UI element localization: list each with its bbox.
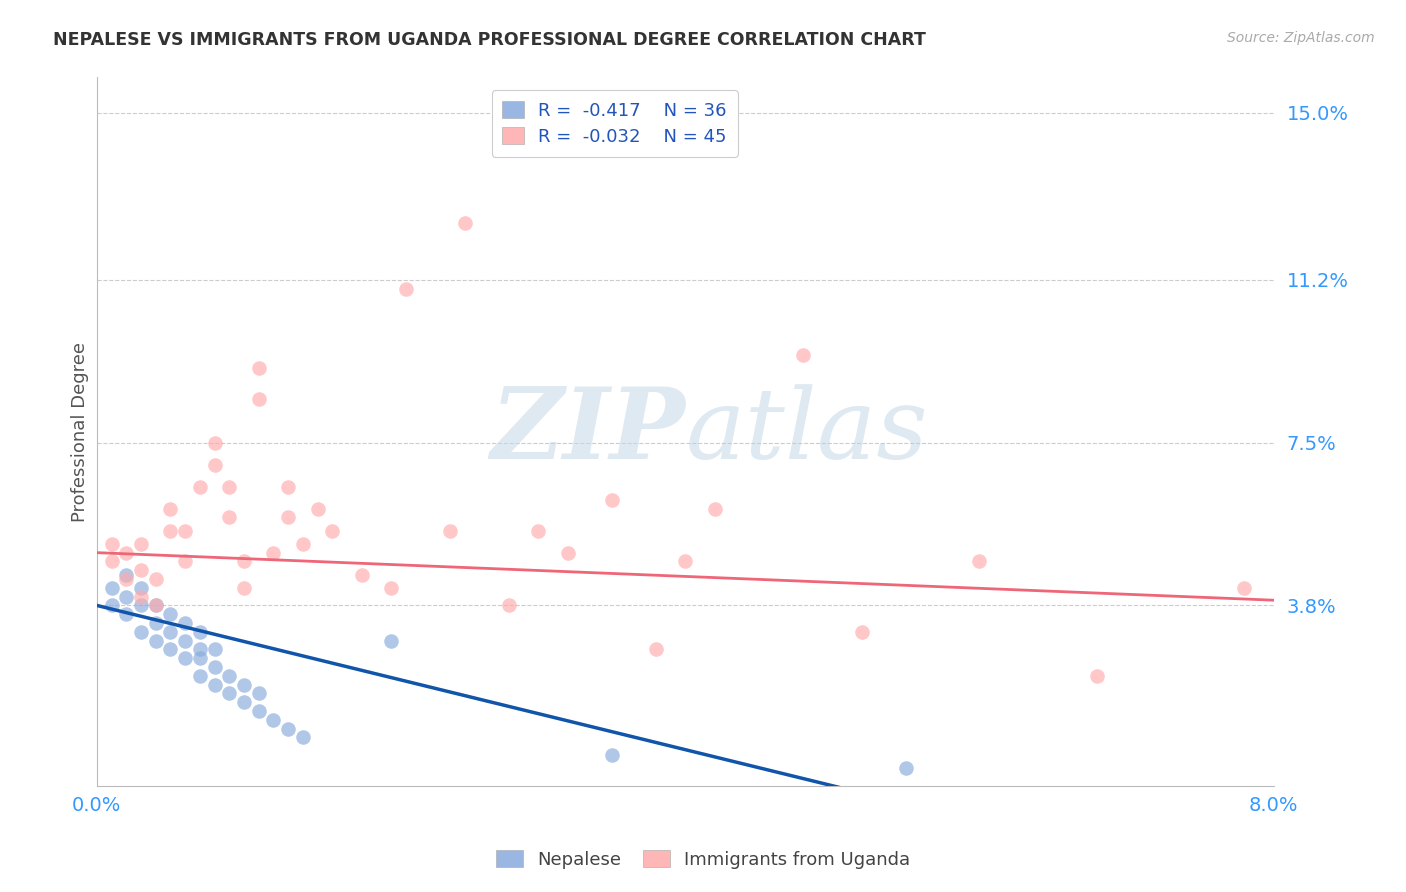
Point: [233, 581, 256, 595]
Point: [453, 216, 475, 230]
Point: [307, 501, 329, 516]
Point: [644, 642, 666, 657]
Point: [218, 480, 240, 494]
Point: [291, 537, 314, 551]
Point: [218, 669, 240, 683]
Point: [277, 510, 299, 524]
Point: [498, 599, 520, 613]
Point: [145, 599, 167, 613]
Point: [129, 624, 152, 639]
Point: [188, 642, 211, 657]
Point: [439, 524, 461, 538]
Point: [100, 599, 122, 613]
Point: [204, 678, 226, 692]
Point: [174, 554, 197, 568]
Text: ZIP: ZIP: [491, 384, 685, 480]
Point: [174, 651, 197, 665]
Point: [115, 567, 138, 582]
Point: [703, 501, 725, 516]
Point: [277, 480, 299, 494]
Point: [188, 669, 211, 683]
Point: [115, 572, 138, 586]
Point: [1233, 581, 1256, 595]
Point: [262, 713, 284, 727]
Point: [174, 524, 197, 538]
Point: [188, 651, 211, 665]
Point: [129, 590, 152, 604]
Point: [159, 642, 181, 657]
Point: [218, 686, 240, 700]
Point: [851, 624, 873, 639]
Point: [233, 695, 256, 709]
Point: [894, 761, 917, 775]
Point: [159, 607, 181, 622]
Text: atlas: atlas: [685, 384, 928, 479]
Point: [145, 633, 167, 648]
Point: [262, 546, 284, 560]
Point: [129, 563, 152, 577]
Point: [100, 554, 122, 568]
Point: [600, 492, 623, 507]
Point: [159, 501, 181, 516]
Point: [115, 546, 138, 560]
Point: [600, 747, 623, 762]
Y-axis label: Professional Degree: Professional Degree: [72, 342, 89, 522]
Legend: R =  -0.417    N = 36, R =  -0.032    N = 45: R = -0.417 N = 36, R = -0.032 N = 45: [492, 90, 738, 156]
Point: [1085, 669, 1108, 683]
Text: Source: ZipAtlas.com: Source: ZipAtlas.com: [1227, 31, 1375, 45]
Point: [100, 581, 122, 595]
Point: [350, 567, 373, 582]
Point: [145, 615, 167, 630]
Point: [159, 624, 181, 639]
Point: [115, 590, 138, 604]
Point: [321, 524, 343, 538]
Point: [159, 524, 181, 538]
Point: [247, 392, 270, 406]
Point: [673, 554, 696, 568]
Point: [380, 633, 402, 648]
Point: [129, 537, 152, 551]
Point: [129, 581, 152, 595]
Point: [204, 435, 226, 450]
Point: [557, 546, 579, 560]
Point: [188, 624, 211, 639]
Point: [145, 599, 167, 613]
Point: [395, 282, 418, 296]
Point: [792, 348, 814, 362]
Point: [188, 480, 211, 494]
Point: [291, 731, 314, 745]
Point: [247, 686, 270, 700]
Point: [204, 458, 226, 472]
Point: [218, 510, 240, 524]
Point: [204, 642, 226, 657]
Point: [233, 678, 256, 692]
Point: [247, 704, 270, 718]
Point: [204, 660, 226, 674]
Point: [174, 633, 197, 648]
Text: NEPALESE VS IMMIGRANTS FROM UGANDA PROFESSIONAL DEGREE CORRELATION CHART: NEPALESE VS IMMIGRANTS FROM UGANDA PROFE…: [53, 31, 927, 49]
Point: [174, 615, 197, 630]
Point: [380, 581, 402, 595]
Point: [129, 599, 152, 613]
Point: [527, 524, 550, 538]
Point: [247, 360, 270, 375]
Point: [233, 554, 256, 568]
Point: [145, 572, 167, 586]
Point: [969, 554, 991, 568]
Point: [115, 607, 138, 622]
Point: [100, 537, 122, 551]
Point: [277, 722, 299, 736]
Legend: Nepalese, Immigrants from Uganda: Nepalese, Immigrants from Uganda: [488, 843, 918, 876]
